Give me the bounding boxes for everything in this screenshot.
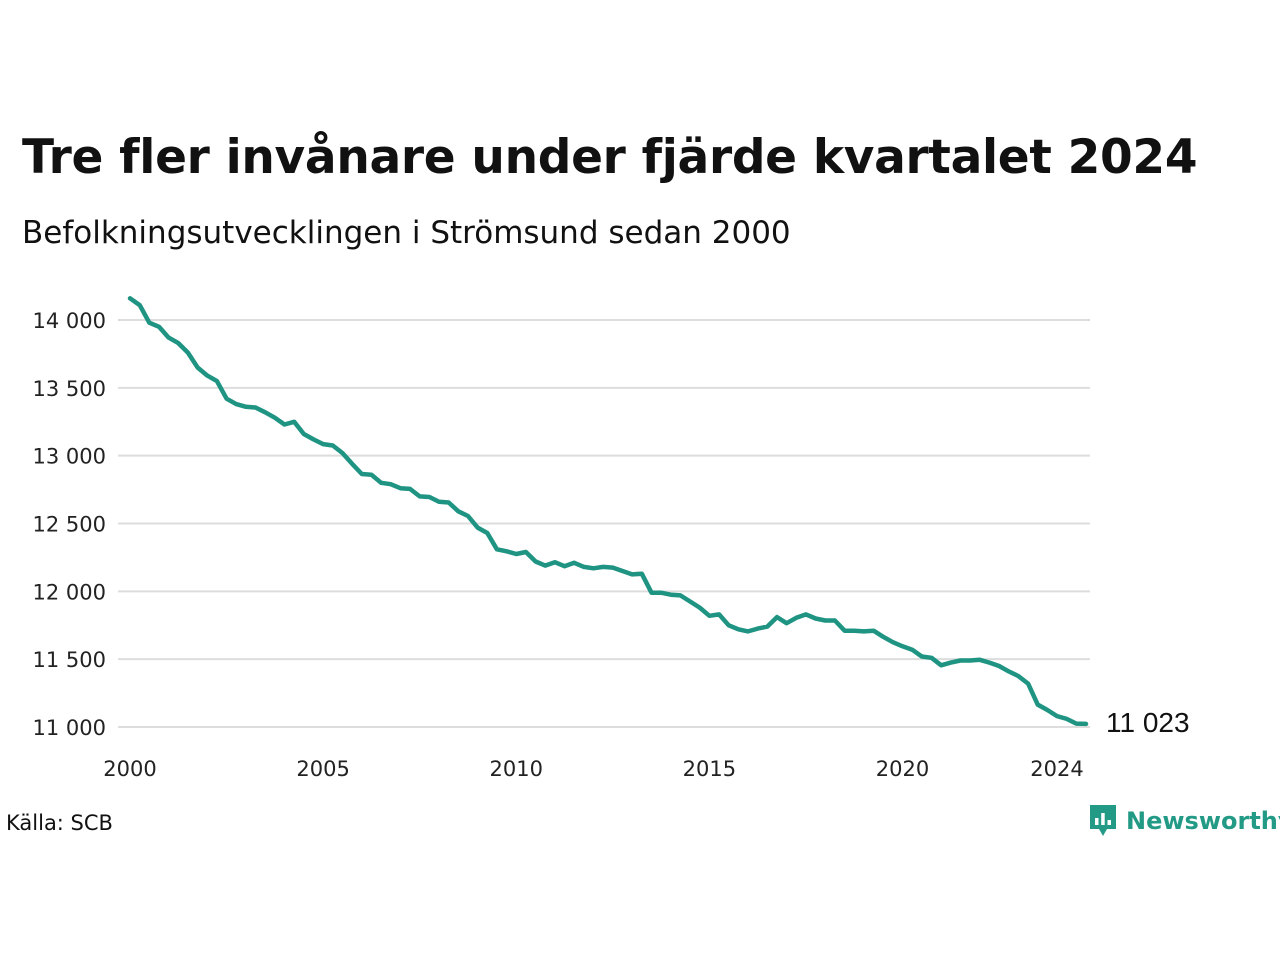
source-note: Källa: SCB [6, 811, 113, 835]
chart-title: Tre fler invånare under fjärde kvartalet… [22, 130, 1198, 185]
y-tick-label: 13 500 [33, 377, 106, 401]
x-axis-ticks: 2000 2005 2010 2015 2020 2024 [103, 757, 1083, 781]
series-line-population [127, 296, 1089, 727]
end-value-label: 11 023 [1106, 707, 1190, 738]
chart-subtitle: Befolkningsutvecklingen i Strömsund seda… [22, 215, 791, 251]
x-tick-label: 2015 [683, 757, 736, 781]
x-tick-label: 2020 [876, 757, 929, 781]
x-tick-label: 2005 [296, 757, 349, 781]
newsworthy-logo-icon [1090, 805, 1116, 836]
grid-lines [118, 319, 1090, 728]
y-tick-label: 13 000 [33, 445, 106, 469]
x-tick-label: 2000 [103, 757, 156, 781]
x-tick-label: 2010 [490, 757, 543, 781]
x-tick-label: 2024 [1030, 757, 1083, 781]
y-tick-label: 11 000 [33, 716, 106, 740]
y-tick-label: 12 500 [33, 513, 106, 537]
y-axis-ticks: 11 000 11 500 12 000 12 500 13 000 13 500 14 0… [33, 309, 106, 740]
y-tick-label: 12 000 [33, 580, 106, 604]
y-tick-label: 11 500 [33, 648, 106, 672]
y-tick-label: 14 000 [33, 309, 106, 333]
brand-name: Newsworthy [1126, 807, 1280, 835]
brand-logo: Newsworthy [1088, 803, 1280, 839]
